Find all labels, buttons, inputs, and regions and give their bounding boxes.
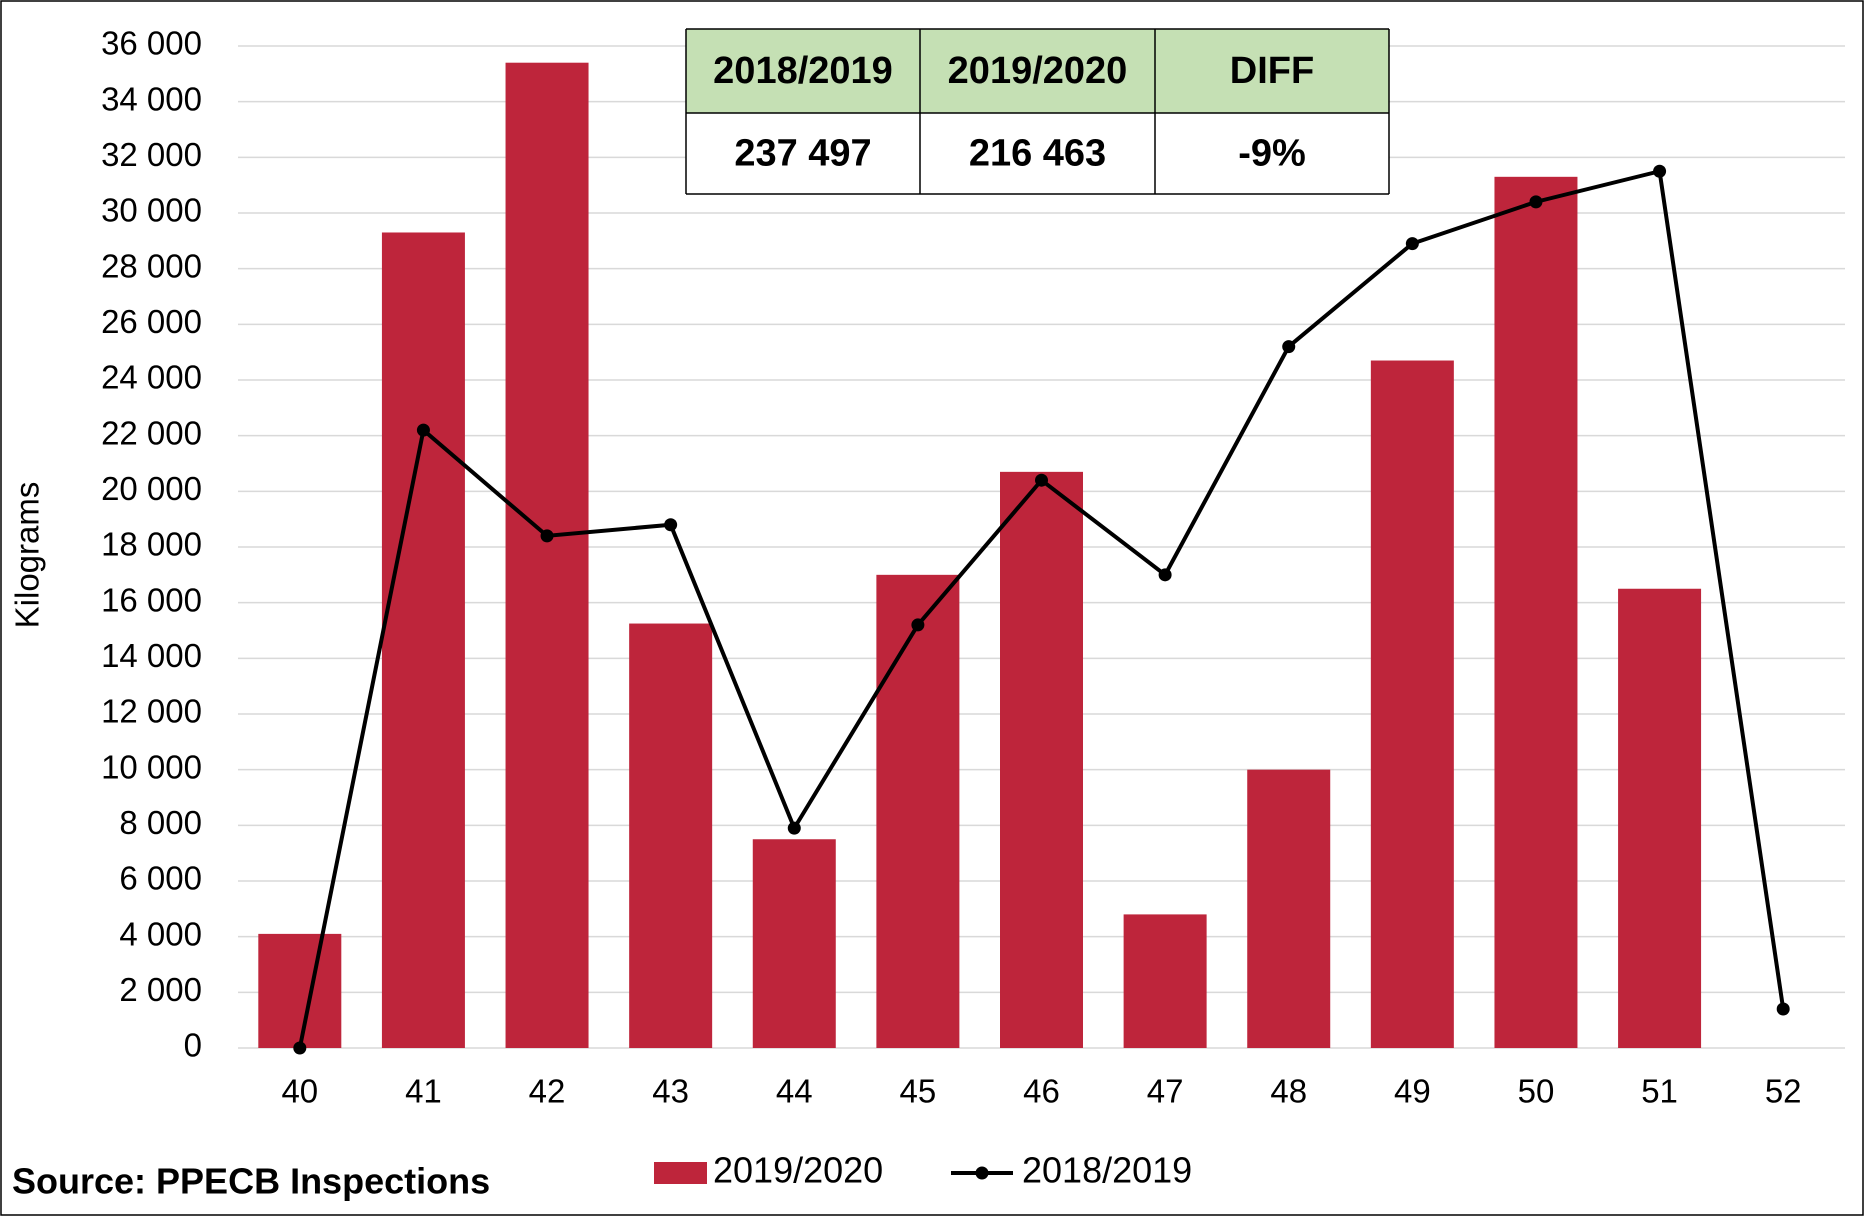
bar — [1247, 769, 1331, 1048]
table-cell: -9% — [1238, 133, 1306, 175]
table-header: 2018/2019 — [713, 50, 893, 92]
point — [1282, 340, 1296, 354]
y-tick-label: 16 000 — [101, 581, 202, 618]
x-tick-label: 45 — [900, 1073, 937, 1110]
y-tick-label: 14 000 — [101, 637, 202, 674]
y-tick-label: 24 000 — [101, 359, 202, 396]
point — [416, 423, 430, 437]
point — [1776, 1002, 1790, 1016]
y-tick-label: 2 000 — [119, 971, 202, 1008]
y-axis-label: Kilograms — [9, 482, 46, 629]
point — [540, 529, 554, 543]
point — [1035, 473, 1048, 487]
legend-label: 2018/2019 — [1022, 1150, 1192, 1191]
y-tick-label: 10 000 — [101, 748, 202, 785]
legend-swatch — [654, 1162, 707, 1184]
legend-label: 2019/2020 — [713, 1150, 883, 1191]
bar — [876, 574, 960, 1048]
x-tick-label: 41 — [405, 1073, 442, 1110]
bar — [1000, 471, 1083, 1049]
x-tick-label: 51 — [1641, 1073, 1678, 1110]
y-tick-label: 28 000 — [101, 247, 202, 284]
point — [1529, 195, 1543, 209]
y-tick-label: 0 — [184, 1027, 202, 1064]
y-tick-label: 6 000 — [119, 860, 202, 897]
y-tick-label: 8 000 — [119, 804, 202, 841]
x-tick-label: 52 — [1765, 1073, 1802, 1110]
x-tick-label: 47 — [1147, 1073, 1184, 1110]
y-tick-label: 34 000 — [101, 80, 202, 117]
source-note: Source: PPECB Inspections — [12, 1161, 490, 1202]
point — [787, 821, 801, 835]
point — [293, 1041, 307, 1055]
bar — [1370, 360, 1454, 1048]
bar — [1123, 914, 1207, 1048]
bar — [752, 839, 836, 1048]
bar — [1618, 588, 1702, 1048]
x-tick-label: 48 — [1270, 1073, 1307, 1110]
y-tick-label: 32 000 — [101, 136, 202, 173]
y-tick-label: 30 000 — [101, 192, 202, 229]
table-cell: 237 497 — [734, 133, 871, 175]
x-tick-label: 46 — [1023, 1073, 1060, 1110]
y-tick-label: 12 000 — [101, 693, 202, 730]
point — [664, 518, 678, 532]
table-cell: 216 463 — [969, 133, 1106, 175]
x-tick-label: 42 — [529, 1073, 566, 1110]
bar — [258, 933, 342, 1048]
y-tick-label: 22 000 — [101, 414, 202, 451]
x-tick-label: 49 — [1394, 1073, 1431, 1110]
legend-swatch — [975, 1166, 989, 1180]
bar — [1494, 176, 1578, 1049]
bar — [505, 62, 589, 1048]
y-tick-label: 26 000 — [101, 303, 202, 340]
table-body-bg — [686, 113, 1389, 194]
y-tick-label: 4 000 — [119, 915, 202, 952]
bar — [629, 623, 713, 1048]
y-tick-label: 18 000 — [101, 526, 202, 563]
x-tick-label: 40 — [281, 1073, 318, 1110]
x-tick-label: 44 — [776, 1073, 813, 1110]
y-tick-label: 20 000 — [101, 470, 202, 507]
point — [1653, 164, 1667, 178]
table-header-bg — [686, 29, 1389, 113]
x-tick-label: 50 — [1518, 1073, 1555, 1110]
bar — [381, 232, 465, 1048]
point — [1158, 568, 1172, 582]
table-header: 2019/2020 — [948, 50, 1128, 92]
point — [911, 618, 925, 632]
point — [1405, 237, 1419, 251]
x-tick-label: 43 — [652, 1073, 689, 1110]
y-tick-label: 36 000 — [101, 25, 202, 62]
table-header: DIFF — [1230, 50, 1314, 92]
